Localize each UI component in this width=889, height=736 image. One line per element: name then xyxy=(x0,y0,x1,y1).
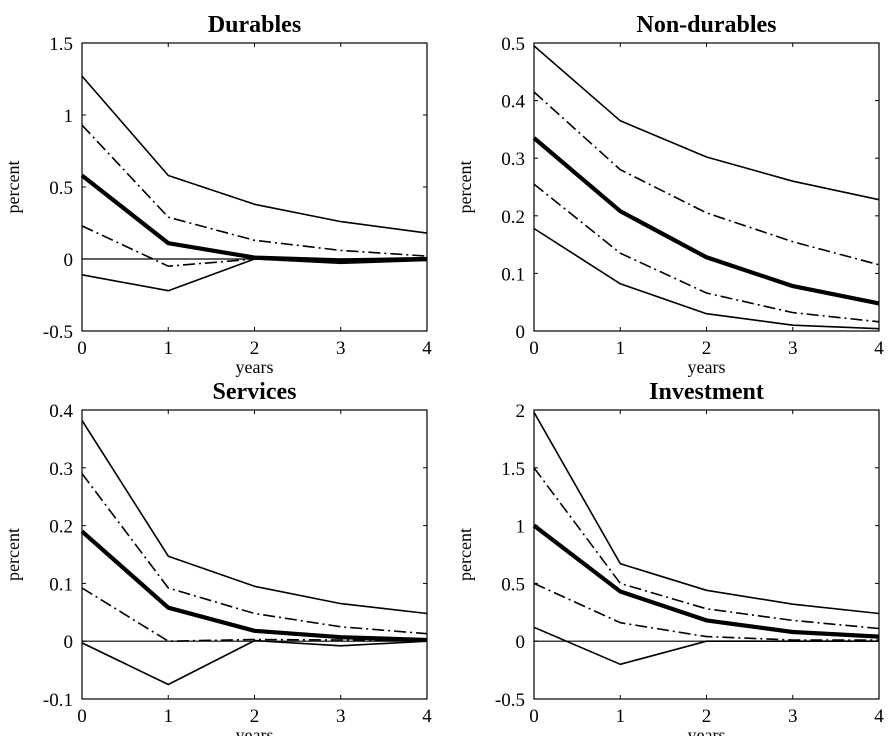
y-tick-label: 0.5 xyxy=(49,178,73,199)
series-line-lower-band xyxy=(81,258,428,292)
y-tick-label: 0.1 xyxy=(49,574,73,595)
series-line-upper-band xyxy=(81,75,428,234)
x-tick-label: 3 xyxy=(788,706,798,727)
x-tick-label: 3 xyxy=(336,338,346,359)
x-tick-label: 3 xyxy=(336,706,346,727)
y-tick-label: 1.5 xyxy=(49,34,73,55)
y-axis-label: percent xyxy=(455,528,475,581)
series-line-upper-inner-band xyxy=(533,91,880,266)
x-tick-label: 0 xyxy=(529,706,539,727)
y-tick-label: 0.3 xyxy=(501,149,525,170)
series-line-point-estimate xyxy=(532,136,880,306)
series-line-lower-band xyxy=(533,626,879,666)
x-tick-label: 1 xyxy=(164,706,174,727)
x-tick-label: 2 xyxy=(250,338,260,359)
y-tick-label: 1.5 xyxy=(501,459,525,480)
x-tick-label: 4 xyxy=(874,706,884,727)
chart-panel-1: Non-durables 0 1 2 3 4 0 0.1 0.2 0.3 0.4 0.5 years pe… xyxy=(455,12,884,377)
x-tick-label: 0 xyxy=(529,338,539,359)
y-tick-label: 0.3 xyxy=(49,459,73,480)
x-tick-label: 4 xyxy=(422,338,432,359)
chart-title: Services xyxy=(213,379,297,405)
y-tick-label: 0.1 xyxy=(501,264,525,285)
x-tick-label: 1 xyxy=(616,706,626,727)
y-tick-label: 0.5 xyxy=(501,574,525,595)
y-tick-label: 0 xyxy=(64,250,74,271)
series-line-upper-inner-band xyxy=(81,473,428,635)
plot-frame xyxy=(81,42,428,332)
y-tick-label: -0.5 xyxy=(43,322,73,343)
x-axis-label: years xyxy=(236,725,274,736)
x-axis-label: years xyxy=(688,725,726,736)
y-tick-label: 0.4 xyxy=(501,92,525,113)
chart-title: Durables xyxy=(208,12,301,38)
x-tick-label: 2 xyxy=(702,338,712,359)
series-line-lower-band xyxy=(533,227,880,330)
series-line-lower-inner-band xyxy=(533,582,879,641)
y-tick-label: 0 xyxy=(64,632,74,653)
chart-title: Non-durables xyxy=(636,12,776,38)
y-tick-label: -0.1 xyxy=(43,690,73,711)
y-tick-label: 0.2 xyxy=(49,517,73,538)
series-line-upper-inner-band xyxy=(81,124,428,257)
y-tick-label: 2 xyxy=(516,401,526,422)
y-tick-label: -0.5 xyxy=(495,690,525,711)
plot-frame xyxy=(81,409,428,700)
series-line-point-estimate xyxy=(532,523,880,639)
x-axis-label: years xyxy=(236,357,274,377)
series-line-lower-inner-band xyxy=(533,183,880,323)
x-tick-label: 3 xyxy=(788,338,798,359)
series-line-point-estimate xyxy=(80,173,428,263)
plot-frame xyxy=(533,409,880,700)
series-line-upper-band xyxy=(533,411,880,615)
y-tick-label: 0.2 xyxy=(501,207,525,228)
x-tick-label: 4 xyxy=(422,706,432,727)
x-tick-label: 0 xyxy=(77,338,87,359)
series-line-lower-inner-band xyxy=(81,587,428,643)
y-axis-label: percent xyxy=(3,528,23,581)
y-tick-label: 0.5 xyxy=(501,34,525,55)
y-tick-label: 1 xyxy=(516,517,526,538)
series-line-upper-band xyxy=(533,45,880,201)
x-axis-label: years xyxy=(688,357,726,377)
x-tick-label: 1 xyxy=(164,338,174,359)
y-tick-label: 0 xyxy=(516,322,526,343)
x-tick-label: 0 xyxy=(77,706,87,727)
y-tick-label: 0 xyxy=(516,632,526,653)
series-line-upper-inner-band xyxy=(533,467,880,630)
series-line-upper-band xyxy=(81,419,428,615)
y-axis-label: percent xyxy=(3,161,23,214)
y-axis-label: percent xyxy=(455,161,475,214)
y-tick-label: 0.4 xyxy=(49,401,73,422)
chart-title: Investment xyxy=(649,379,764,405)
x-tick-label: 2 xyxy=(250,706,260,727)
x-tick-label: 1 xyxy=(616,338,626,359)
x-tick-label: 2 xyxy=(702,706,712,727)
y-tick-label: 1 xyxy=(64,106,74,127)
series-line-lower-band xyxy=(81,639,428,686)
series-line-point-estimate xyxy=(80,529,428,643)
plot-frame xyxy=(533,42,880,332)
x-tick-label: 4 xyxy=(874,338,884,359)
